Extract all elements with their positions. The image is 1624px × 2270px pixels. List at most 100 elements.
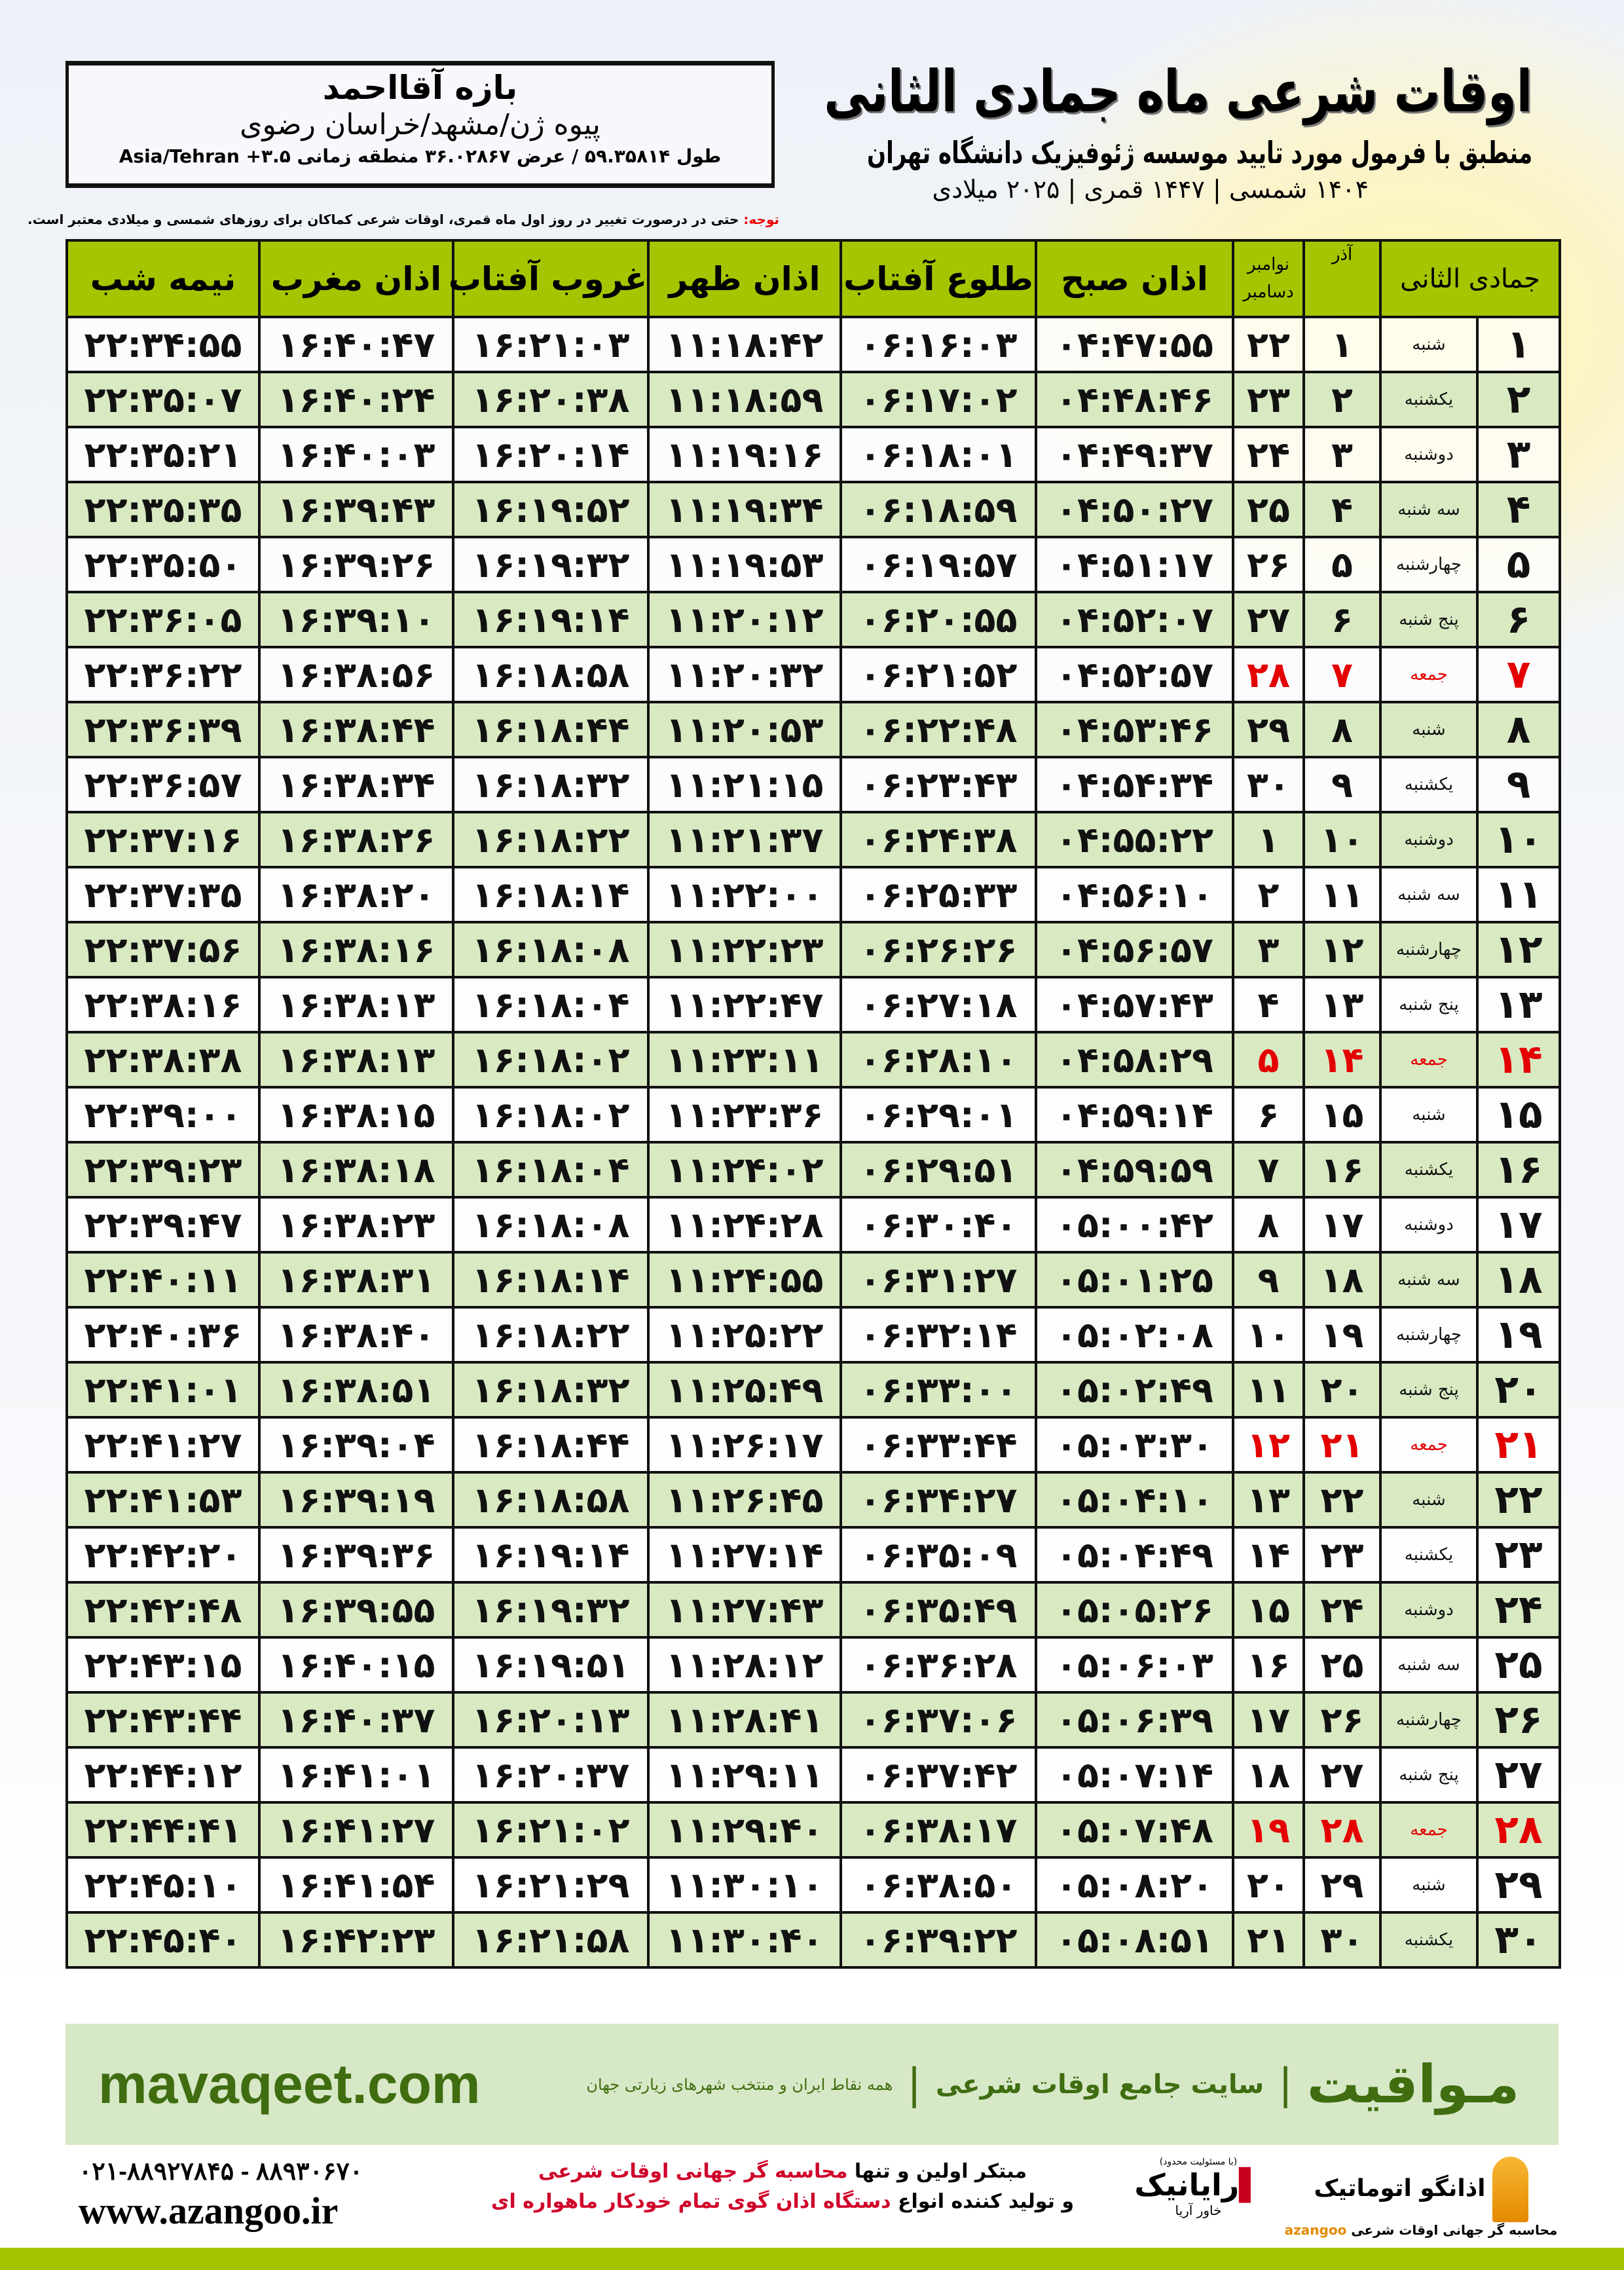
maghrib-time: ۱۶:۳۹:۳۶ (258, 1526, 454, 1584)
header-midnight: نیمه شب (65, 239, 261, 318)
gregorian-day: ۱۰ (1232, 1306, 1305, 1364)
midnight-time: ۲۲:۴۵:۱۰ (65, 1856, 261, 1914)
banner-subtext: همه نقاط ایران و منتخب شهرهای زیارتی جها… (586, 2075, 893, 2094)
dhuhr-time: ۱۱:۲۷:۱۴ (647, 1526, 842, 1584)
dhuhr-time: ۱۱:۲۴:۵۵ (647, 1251, 842, 1309)
slogan: مبتکر اولین و تنها محاسبه گر جهانی اوقات… (458, 2157, 1107, 2239)
weekday: جمعه (1379, 1416, 1479, 1474)
hijri-day: ۲۶ (1476, 1691, 1561, 1749)
banner-tagline: سایت جامع اوقات شرعی (935, 2069, 1264, 2100)
header-fajr: اذان صبح (1035, 239, 1234, 318)
gregorian-day: ۷ (1232, 1141, 1305, 1199)
table-row: ۱۹ چهارشنبه ۱۹ ۱۰ ۰۵:۰۲:۰۸ ۰۶:۳۲:۱۴ ۱۱:۲۵:۲۲ ۱۶… (65, 1306, 1561, 1364)
azar-day: ۱۸ (1302, 1251, 1382, 1309)
table-row: ۳ دوشنبه ۳ ۲۴ ۰۴:۴۹:۳۷ ۰۶:۱۸:۰۱ ۱۱:۱۹:۱۶ ۱۶:۲۰:… (65, 426, 1561, 483)
gregorian-day: ۱۲ (1232, 1416, 1305, 1474)
weekday: سه شنبه (1379, 1251, 1479, 1309)
dhuhr-time: ۱۱:۱۹:۱۶ (647, 426, 842, 483)
weekday: چهارشنبه (1379, 536, 1479, 593)
fajr-time: ۰۴:۵۳:۴۶ (1035, 701, 1234, 758)
maghrib-time: ۱۶:۳۸:۲۳ (258, 1196, 454, 1254)
sunset-time: ۱۶:۲۱:۰۲ (452, 1801, 650, 1859)
fajr-time: ۰۵:۰۶:۰۳ (1035, 1636, 1234, 1694)
table-row: ۲۳ یکشنبه ۲۳ ۱۴ ۰۵:۰۴:۴۹ ۰۶:۳۵:۰۹ ۱۱:۲۷:۱۴ ۱۶:۱… (65, 1526, 1561, 1584)
fajr-time: ۰۴:۵۸:۲۹ (1035, 1031, 1234, 1088)
sunrise-time: ۰۶:۳۸:۱۷ (840, 1801, 1037, 1859)
hijri-day: ۸ (1476, 701, 1561, 758)
logo-text: رایانیک (1134, 2167, 1240, 2203)
gregorian-day: ۲۲ (1232, 316, 1305, 373)
sunset-time: ۱۶:۱۹:۱۴ (452, 1526, 650, 1584)
maghrib-time: ۱۶:۳۸:۲۰ (258, 866, 454, 923)
slogan-highlight: دستگاه اذان گوی تمام خودکار ماهواره ای (491, 2190, 891, 2213)
hijri-day: ۲ (1476, 371, 1561, 428)
fajr-time: ۰۴:۵۹:۵۹ (1035, 1141, 1234, 1199)
hijri-day: ۲۹ (1476, 1856, 1561, 1914)
azangoo-link[interactable]: www.azangoo.ir (79, 2189, 339, 2232)
dhuhr-time: ۱۱:۲۸:۱۲ (647, 1636, 842, 1694)
location-coords: طول ۵۹.۳۵۸۱۴ / عرض ۳۶.۰۲۸۶۷ منطقه زمانی … (119, 145, 722, 168)
sunrise-time: ۰۶:۲۶:۲۶ (840, 921, 1037, 978)
sunrise-time: ۰۶:۲۷:۱۸ (840, 976, 1037, 1033)
sunset-time: ۱۶:۱۸:۵۸ (452, 646, 650, 703)
table-row: ۲۶ چهارشنبه ۲۶ ۱۷ ۰۵:۰۶:۳۹ ۰۶:۳۷:۰۶ ۱۱:۲۸:۴۱ ۱۶… (65, 1691, 1561, 1749)
maghrib-time: ۱۶:۳۸:۳۱ (258, 1251, 454, 1309)
maghrib-time: ۱۶:۳۸:۵۱ (258, 1361, 454, 1419)
fajr-time: ۰۴:۴۷:۵۵ (1035, 316, 1234, 373)
sunset-time: ۱۶:۱۸:۴۴ (452, 701, 650, 758)
maghrib-time: ۱۶:۳۸:۱۳ (258, 976, 454, 1033)
azar-day: ۱۹ (1302, 1306, 1382, 1364)
weekday: جمعه (1379, 646, 1479, 703)
gregorian-day: ۲ (1232, 866, 1305, 923)
gregorian-day: ۲۵ (1232, 481, 1305, 538)
weekday: شنبه (1379, 1086, 1479, 1144)
weekday: پنج شنبه (1379, 1361, 1479, 1419)
weekday: جمعه (1379, 1801, 1479, 1859)
hijri-day: ۲۴ (1476, 1581, 1561, 1639)
sunrise-time: ۰۶:۳۵:۴۹ (840, 1581, 1037, 1639)
weekday: چهارشنبه (1379, 921, 1479, 978)
azar-day: ۲۹ (1302, 1856, 1382, 1914)
maghrib-time: ۱۶:۳۸:۱۸ (258, 1141, 454, 1199)
hijri-day: ۱۷ (1476, 1196, 1561, 1254)
table-row: ۲۲ شنبه ۲۲ ۱۳ ۰۵:۰۴:۱۰ ۰۶:۳۴:۲۷ ۱۱:۲۶:۴۵ ۱۶:۱۸:… (65, 1471, 1561, 1529)
logo-mark-icon: ▌ (1239, 2167, 1263, 2203)
dhuhr-time: ۱۱:۲۴:۰۲ (647, 1141, 842, 1199)
dhuhr-time: ۱۱:۲۶:۱۷ (647, 1416, 842, 1474)
weekday: سه شنبه (1379, 1636, 1479, 1694)
hijri-day: ۳۰ (1476, 1911, 1561, 1969)
midnight-time: ۲۲:۳۸:۳۸ (65, 1031, 261, 1088)
sunset-time: ۱۶:۲۰:۳۷ (452, 1746, 650, 1804)
maghrib-time: ۱۶:۳۸:۴۴ (258, 701, 454, 758)
logo-text: اذانگو اتوماتیک (1314, 2175, 1486, 2202)
maghrib-time: ۱۶:۳۹:۰۴ (258, 1416, 454, 1474)
table-row: ۲۱ جمعه ۲۱ ۱۲ ۰۵:۰۳:۳۰ ۰۶:۳۳:۴۴ ۱۱:۲۶:۱۷ ۱۶:۱۸:… (65, 1416, 1561, 1474)
midnight-time: ۲۲:۳۶:۰۵ (65, 591, 261, 648)
gregorian-day: ۱۱ (1232, 1361, 1305, 1419)
hijri-day: ۱ (1476, 316, 1561, 373)
gregorian-day: ۲۸ (1232, 646, 1305, 703)
sunset-time: ۱۶:۲۰:۱۴ (452, 426, 650, 483)
table-row: ۲۹ شنبه ۲۹ ۲۰ ۰۵:۰۸:۲۰ ۰۶:۳۸:۵۰ ۱۱:۳۰:۱۰ ۱۶:۲۱:… (65, 1856, 1561, 1914)
azangoo-logo: اذانگو اتوماتیک محاسبه گر جهانی اوقات شر… (1283, 2157, 1559, 2239)
table-header-row: جمادی الثانی آذر نوامبر دسامبر اذان صبح ط… (65, 239, 1561, 318)
sunrise-time: ۰۶:۳۴:۲۷ (840, 1471, 1037, 1529)
note-text: حتی در درصورت تغییر در روز اول ماه قمری،… (28, 212, 744, 227)
azar-day: ۴ (1302, 481, 1382, 538)
midnight-time: ۲۲:۴۰:۳۶ (65, 1306, 261, 1364)
azar-day: ۱ (1302, 316, 1382, 373)
sunset-time: ۱۶:۲۱:۰۳ (452, 316, 650, 373)
sunrise-time: ۰۶:۲۸:۱۰ (840, 1031, 1037, 1088)
hijri-day: ۲۷ (1476, 1746, 1561, 1804)
gregorian-day: ۱۸ (1232, 1746, 1305, 1804)
azar-day: ۲۸ (1302, 1801, 1382, 1859)
maghrib-time: ۱۶:۳۸:۴۰ (258, 1306, 454, 1364)
sunrise-time: ۰۶:۲۵:۳۳ (840, 866, 1037, 923)
mavaqeet-link[interactable]: mavaqeet.com (98, 2053, 481, 2115)
weekday: شنبه (1379, 701, 1479, 758)
fajr-time: ۰۴:۵۰:۲۷ (1035, 481, 1234, 538)
azar-day: ۱۳ (1302, 976, 1382, 1033)
table-row: ۴ سه شنبه ۴ ۲۵ ۰۴:۵۰:۲۷ ۰۶:۱۸:۵۹ ۱۱:۱۹:۳۴ ۱۶:۱۹… (65, 481, 1561, 538)
fajr-time: ۰۵:۰۱:۲۵ (1035, 1251, 1234, 1309)
azar-day: ۲۴ (1302, 1581, 1382, 1639)
